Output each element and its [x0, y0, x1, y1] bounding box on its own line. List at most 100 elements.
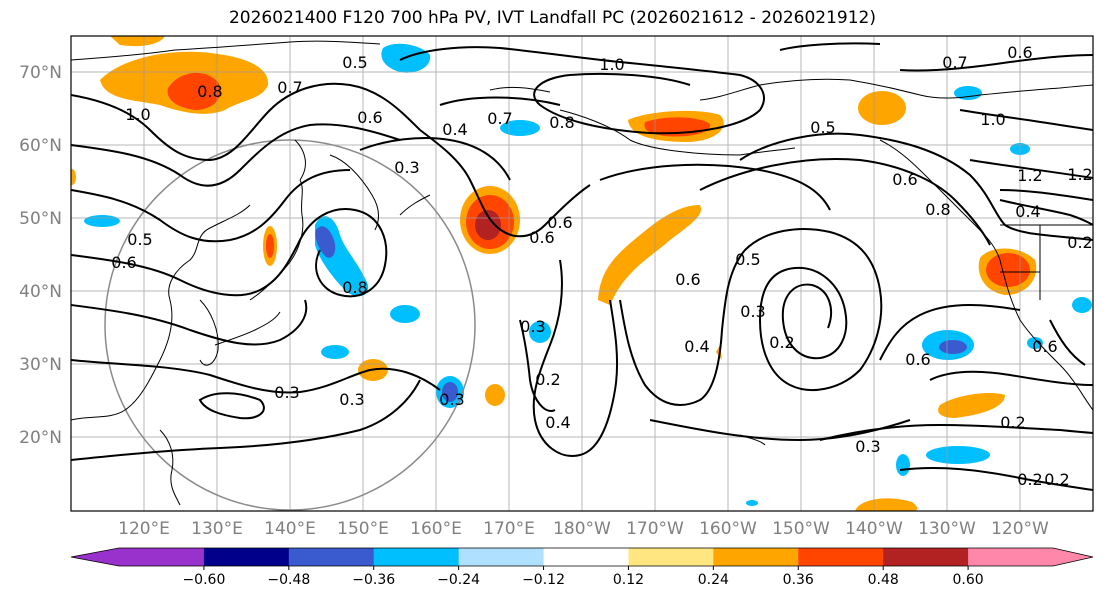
lat-label: 70°N	[19, 63, 62, 83]
shade-negative	[529, 321, 551, 343]
lat-label: 50°N	[19, 209, 62, 229]
contour-label: 0.3	[394, 158, 419, 177]
contour-label: 0.8	[197, 82, 222, 101]
shade-positive	[71, 169, 76, 185]
contour-label: 0.5	[810, 118, 835, 137]
contour-label: 0.2	[1017, 470, 1042, 489]
contour-labels: 0.5 0.8 0.7 1.0 0.6 0.4 0.3 1.0 0.7 0.8 0.6 0.5 0.7 0…	[111, 43, 1092, 489]
contour-label: 1.0	[980, 110, 1005, 129]
contour-label: 0.7	[277, 78, 302, 97]
shade-negative-strong	[315, 226, 336, 258]
shade-negative	[84, 215, 120, 227]
contour-label: 0.5	[127, 230, 152, 249]
contour-label: 0.2	[535, 370, 560, 389]
lon-label: 130°E	[191, 519, 243, 539]
lon-label: 150°W	[772, 519, 830, 539]
longitude-labels: 120°E 130°E 140°E 150°E 160°E 170°E 180°…	[118, 519, 1049, 539]
shade-negative	[746, 500, 758, 506]
contour-label: 0.8	[342, 278, 367, 297]
contour-label: 1.0	[125, 105, 150, 124]
contour-label: 0.3	[740, 302, 765, 321]
contour-label: 0.2	[1000, 413, 1025, 432]
contour-label: 0.8	[549, 113, 574, 132]
colorbar-segment	[798, 548, 884, 566]
colorbar-segment	[119, 548, 205, 566]
contour-label: 0.4	[1015, 202, 1040, 221]
shade-negative	[390, 305, 420, 323]
contour-label: 0.2	[1067, 233, 1092, 252]
contour-label: 0.6	[529, 228, 554, 247]
colorbar-tick-label: −0.48	[267, 572, 310, 588]
contour-label: 0.7	[942, 53, 967, 72]
shade-negative	[926, 446, 990, 464]
colorbar-segment	[373, 548, 460, 566]
contour-label: 0.6	[1007, 43, 1032, 62]
colorbar-tick-label: 0.48	[868, 572, 899, 588]
lon-label: 140°W	[845, 519, 903, 539]
contour-label: 1.2	[1017, 166, 1042, 185]
colorbar-segment	[288, 548, 375, 566]
shade-positive	[598, 205, 701, 305]
colorbar-tick-label: 0.24	[698, 572, 729, 588]
contour-label: 0.6	[1032, 337, 1057, 356]
contour-label: 0.2	[769, 333, 794, 352]
colorbar-segment	[458, 548, 545, 566]
contour-label: 0.6	[111, 253, 136, 272]
contour-label: 0.5	[342, 53, 367, 72]
latitude-labels: 70°N 60°N 50°N 40°N 30°N 20°N	[19, 63, 62, 448]
contour-label: 0.4	[684, 337, 709, 356]
lon-label: 120°E	[118, 519, 170, 539]
contour-label: 0.3	[439, 390, 464, 409]
lat-label: 30°N	[19, 355, 62, 375]
contour-label: 0.3	[339, 390, 364, 409]
colorbar-segment	[883, 548, 969, 566]
colorbar-segment	[543, 548, 629, 566]
shade-positive-strong	[986, 253, 1030, 287]
colorbar-outline	[70, 547, 1094, 567]
colorbar-tick-label: −0.60	[182, 572, 225, 588]
lon-label: 160°W	[699, 519, 757, 539]
lat-label: 60°N	[19, 136, 62, 156]
shade-negative	[954, 86, 982, 100]
shade-negative	[1072, 297, 1092, 313]
colorbar-segment	[628, 548, 714, 566]
shade-negative-strong	[939, 340, 967, 354]
contour-label: 0.6	[905, 350, 930, 369]
colorbar-tick-label: −0.24	[437, 572, 480, 588]
shade-positive-strong	[167, 72, 221, 110]
lon-label: 180°W	[553, 519, 611, 539]
contour-label: 0.7	[487, 109, 512, 128]
shade-positive	[855, 498, 918, 511]
contour-label: 1.2	[1067, 165, 1092, 184]
range-circle	[104, 139, 476, 511]
colorbar-under-triangle	[71, 548, 119, 566]
contour-label: 1.0	[599, 55, 624, 74]
colorbar-tick-label: 0.36	[783, 572, 814, 588]
lon-label: 170°W	[626, 519, 684, 539]
contour-label: 0.6	[357, 108, 382, 127]
shade-positive	[110, 36, 165, 47]
shade-positive	[938, 393, 1005, 418]
contour-label: 0.8	[925, 200, 950, 219]
contour-label: 0.5	[735, 250, 760, 269]
colorbar-over-triangle	[1053, 548, 1093, 566]
contour-label: 0.4	[442, 120, 467, 139]
shade-negative	[500, 120, 540, 136]
contour-label: 0.2	[1044, 470, 1069, 489]
contour-label: 0.4	[545, 413, 570, 432]
shade-negative-strong	[442, 382, 458, 402]
lat-label: 40°N	[19, 282, 62, 302]
colorbar-tick-label: 0.12	[613, 572, 644, 588]
shade-positive	[858, 91, 906, 125]
colorbar-tick-label: −0.36	[352, 572, 395, 588]
map-border	[70, 35, 1094, 512]
coastlines	[71, 40, 1093, 506]
colorbar-segment	[713, 548, 799, 566]
contour-label: 0.6	[675, 270, 700, 289]
colorbar: −0.60 −0.48 −0.36 −0.24 −0.12 0.12 0.24 0.36 0.4…	[70, 547, 1094, 588]
colorbar-segment	[968, 548, 1054, 566]
lon-label: 130°W	[918, 519, 976, 539]
colorbar-tick-label: −0.12	[522, 572, 565, 588]
contour-label: 0.3	[274, 383, 299, 402]
contour-label: 0.6	[892, 170, 917, 189]
